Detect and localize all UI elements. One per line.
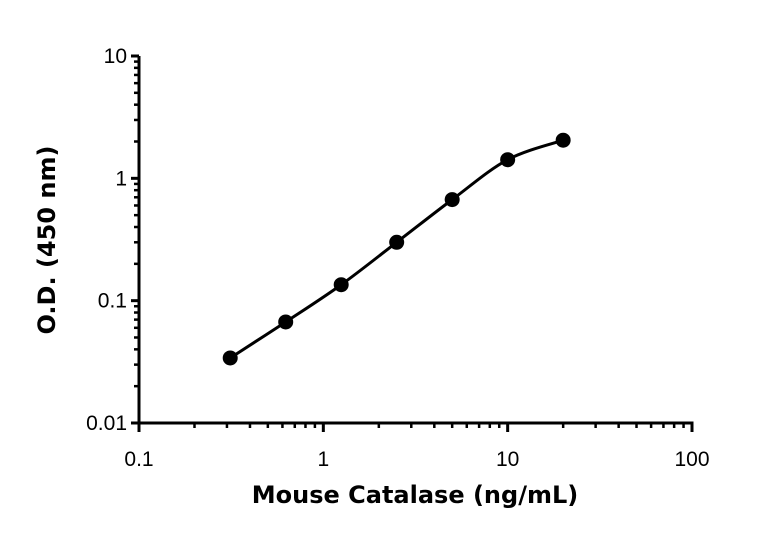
data-points <box>222 132 571 366</box>
data-point-marker <box>222 350 238 366</box>
x-tick-label: 1 <box>317 448 329 471</box>
data-point-marker <box>500 152 516 168</box>
y-tick-label: 1 <box>115 167 127 190</box>
data-point-marker <box>444 192 460 208</box>
y-axis-title: O.D. (450 nm) <box>33 146 61 335</box>
y-tick-label: 0.1 <box>98 290 127 313</box>
x-axis-title: Mouse Catalase (ng/mL) <box>252 481 578 509</box>
x-tick-label: 0.1 <box>124 448 153 471</box>
y-tick-label: 0.01 <box>86 412 127 435</box>
x-tick-label: 10 <box>496 448 519 471</box>
data-point-marker <box>278 314 294 330</box>
data-point-marker <box>555 132 571 148</box>
data-point-marker <box>389 234 405 250</box>
axes: 0.01 0.1 1 10 0.1 1 10 100 <box>86 45 709 471</box>
x-tick-label: 100 <box>674 448 709 471</box>
y-tick-label: 10 <box>104 45 127 68</box>
data-point-marker <box>333 277 349 293</box>
